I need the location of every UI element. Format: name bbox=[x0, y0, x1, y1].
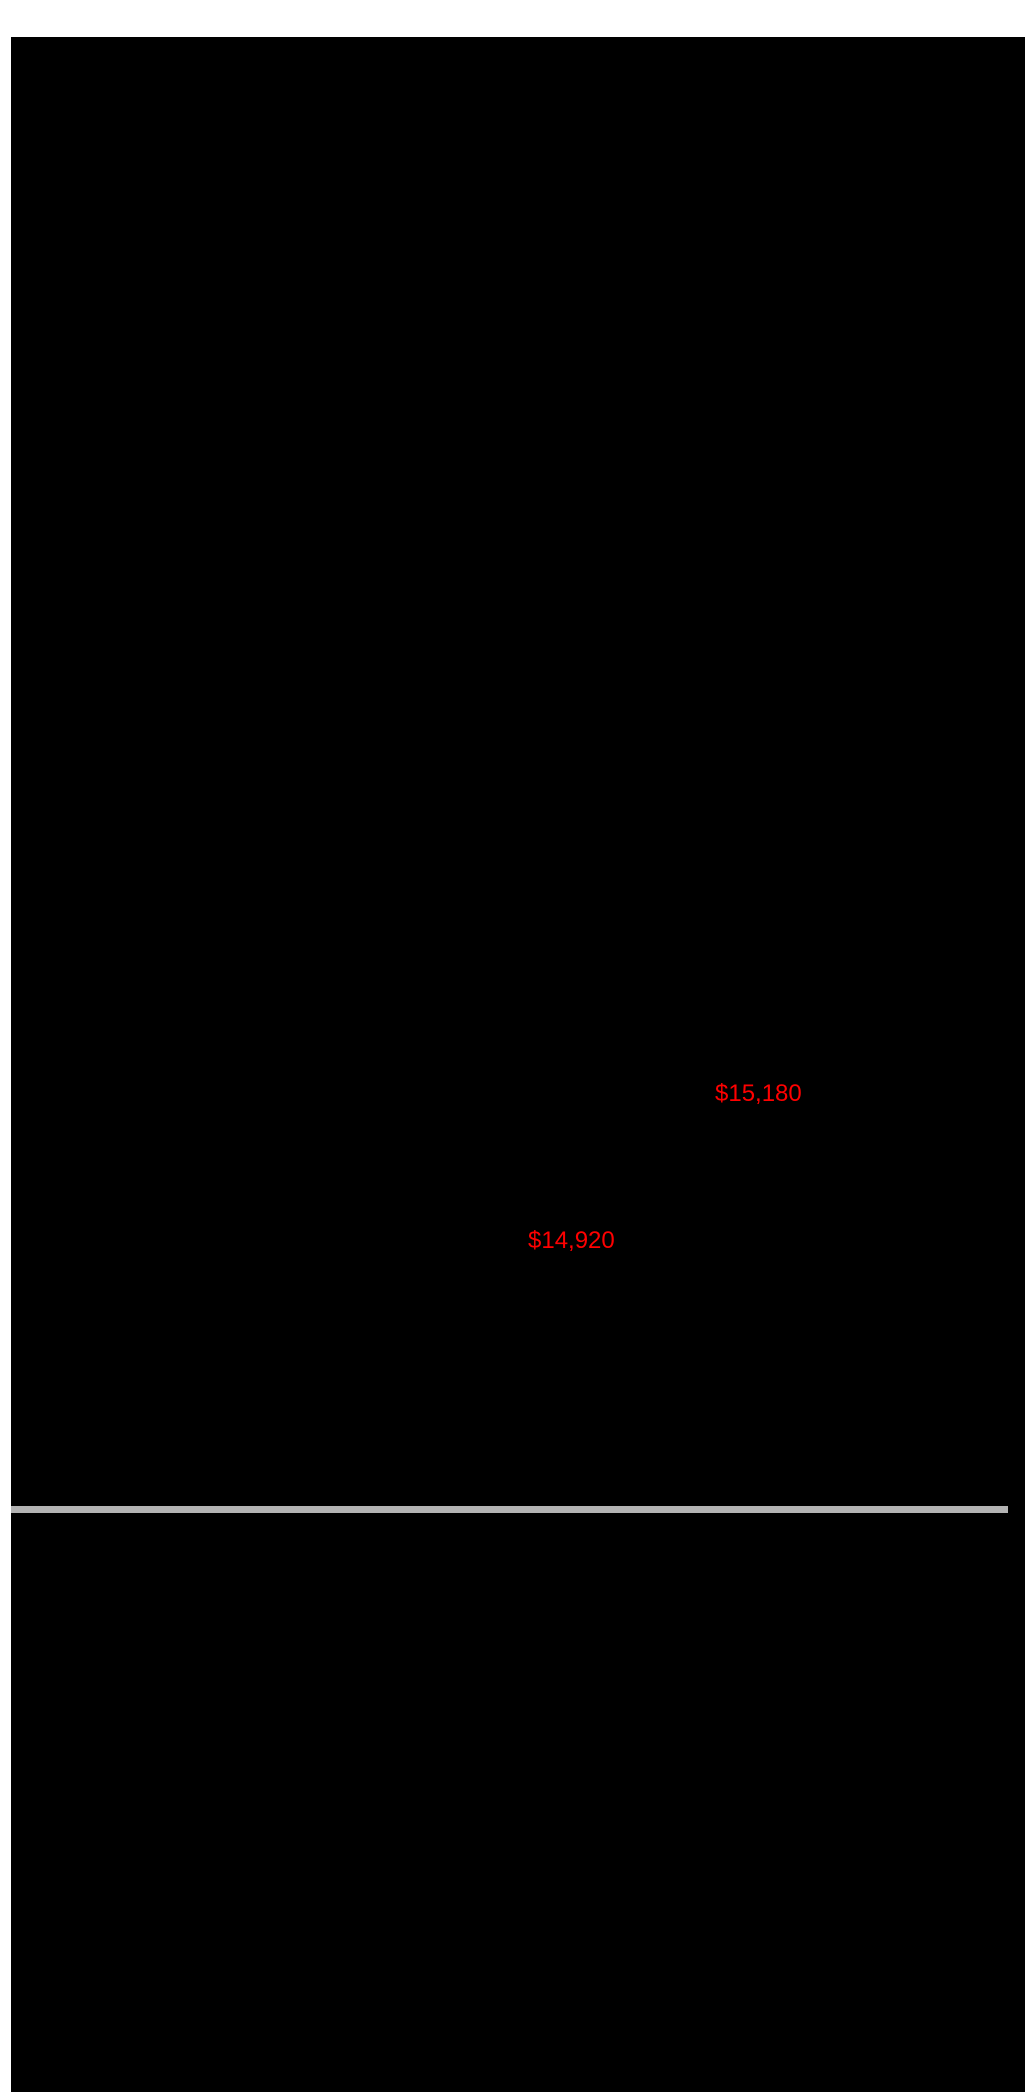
chart-panel: $15,180 $14,920 bbox=[11, 37, 1025, 2092]
value-label-upper: $15,180 bbox=[715, 1080, 802, 1107]
value-label-lower: $14,920 bbox=[528, 1227, 615, 1254]
horizontal-divider-rule bbox=[11, 1506, 1008, 1513]
